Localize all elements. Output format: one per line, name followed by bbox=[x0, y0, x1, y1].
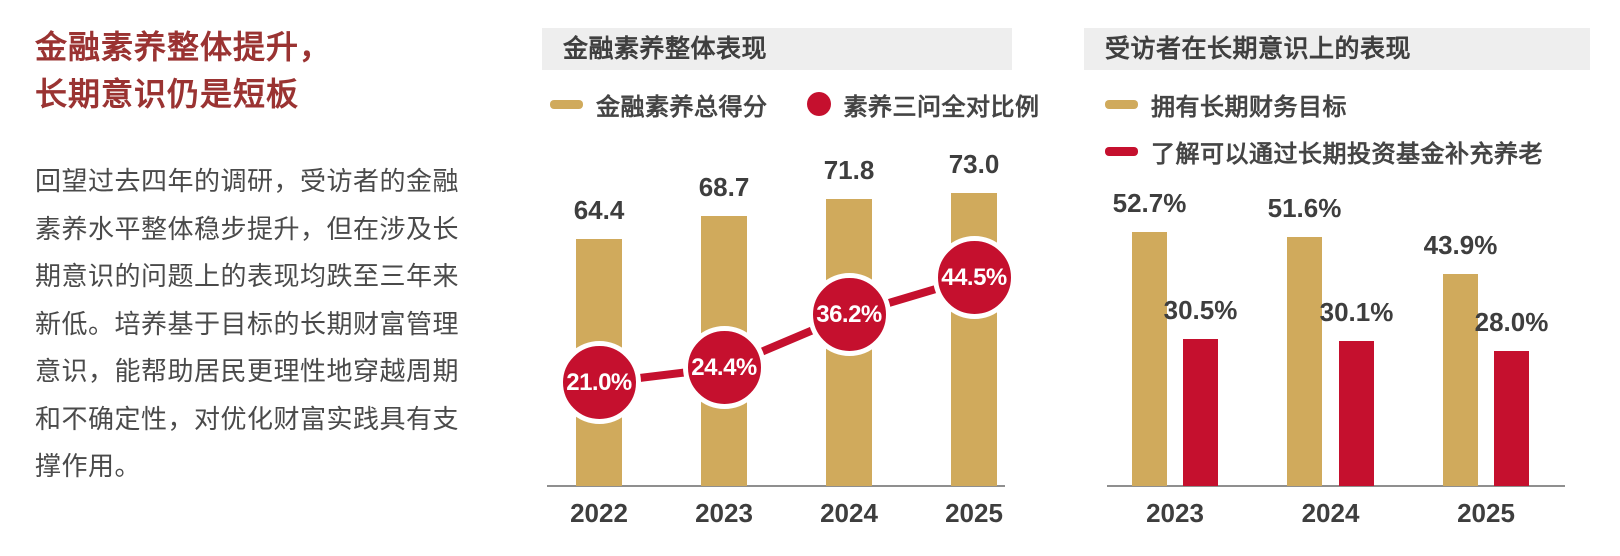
literacy-x-axis: 2022 2023 2024 2025 bbox=[542, 498, 1012, 530]
longterm-goal-bar-value-label: 43.9% bbox=[1423, 230, 1498, 261]
longterm-goal-bar bbox=[1132, 232, 1167, 486]
score-value-label: 68.7 bbox=[698, 171, 750, 202]
page-title: 金融素养整体提升， 长期意识仍是短板 bbox=[35, 24, 475, 118]
pension-fund-bar bbox=[1183, 339, 1218, 486]
pension-fund-bar bbox=[1339, 340, 1374, 486]
percentage-marker: 24.4% bbox=[682, 326, 766, 410]
legend-label-longterm-goal: 拥有长期财务目标 bbox=[1151, 93, 1347, 121]
legend-label-all-correct: 素养三问全对比例 bbox=[843, 93, 1040, 121]
x-axis-line bbox=[1107, 485, 1565, 487]
longterm-goal-bar-value-label: 52.7% bbox=[1112, 188, 1187, 218]
literacy-chart-title: 金融素养整体表现 bbox=[542, 28, 1012, 70]
percentage-marker: 44.5% bbox=[932, 236, 1016, 320]
longterm-goal-bar bbox=[1287, 237, 1322, 486]
awareness-chart-title: 受访者在长期意识上的表现 bbox=[1084, 28, 1590, 70]
intro-paragraph: 回望过去四年的调研，受访者的金融素养水平整体稳步提升，但在涉及长期意识的问题上的… bbox=[35, 166, 460, 481]
awareness-legend-row-1: 拥有长期财务目标 bbox=[1105, 84, 1347, 124]
awareness-plot-area: 52.7% 51.6% 43.9% 30.5% 30.1% 28.0% bbox=[1084, 120, 1590, 487]
percentage-marker: 36.2% bbox=[807, 273, 891, 357]
longterm-awareness-chart: 受访者在长期意识上的表现 拥有长期财务目标 了解可以通过长期投资基金补充养老 5… bbox=[1084, 28, 1590, 533]
longterm-goal-bar-value-label: 51.6% bbox=[1267, 193, 1342, 224]
legend-label-total-score: 金融素养总得分 bbox=[596, 93, 768, 121]
x-axis-year: 2025 bbox=[1457, 498, 1515, 528]
x-axis-year: 2024 bbox=[1301, 498, 1360, 528]
x-axis-year: 2023 bbox=[1146, 498, 1204, 528]
x-axis-year: 2025 bbox=[945, 498, 1003, 528]
x-axis-year: 2024 bbox=[820, 498, 878, 528]
legend-label-pension-fund: 了解可以通过长期投资基金补充养老 bbox=[1151, 140, 1543, 168]
literacy-plot-area: 64.4 68.7 71.8 73.0 21.0% 24.4% 36.2% 44… bbox=[542, 120, 1016, 487]
score-value-label: 64.4 bbox=[573, 194, 625, 225]
pension-fund-bar bbox=[1494, 351, 1529, 486]
gold-dash-legend-icon bbox=[550, 99, 583, 109]
literacy-chart-legend: 金融素养总得分 素养三问全对比例 bbox=[550, 84, 1040, 124]
score-value-label: 73.0 bbox=[948, 148, 1000, 179]
percentage-value: 24.4% bbox=[691, 353, 757, 381]
x-axis-year: 2023 bbox=[695, 498, 753, 528]
longterm-goal-bar bbox=[1443, 274, 1478, 486]
x-axis-line bbox=[547, 485, 1005, 487]
percentage-marker: 21.0% bbox=[557, 341, 641, 425]
page-title-line2: 长期意识仍是短板 bbox=[35, 76, 300, 112]
awareness-x-axis: 2023 2024 2025 bbox=[1084, 498, 1590, 530]
gold-dash-legend-icon bbox=[1105, 99, 1138, 109]
page-title-line1: 金融素养整体提升， bbox=[35, 29, 333, 65]
score-value-label: 71.8 bbox=[823, 155, 875, 186]
pension-fund-bar-value-label: 30.5% bbox=[1163, 295, 1238, 325]
red-dot-legend-icon bbox=[806, 92, 831, 116]
narrative-panel: 金融素养整体提升， 长期意识仍是短板 回望过去四年的调研，受访者的金融素养水平整… bbox=[35, 24, 475, 491]
trend-line bbox=[598, 273, 976, 387]
pension-fund-bar-value-label: 28.0% bbox=[1474, 307, 1549, 338]
x-axis-year: 2022 bbox=[570, 498, 628, 528]
pension-fund-bar-value-label: 30.1% bbox=[1319, 296, 1394, 327]
awareness-legend-row-2: 了解可以通过长期投资基金补充养老 bbox=[1105, 131, 1543, 171]
percentage-value: 44.5% bbox=[941, 263, 1007, 291]
percentage-value: 36.2% bbox=[816, 300, 882, 328]
percentage-value: 21.0% bbox=[566, 368, 632, 396]
red-dash-legend-icon bbox=[1105, 146, 1138, 156]
literacy-overall-chart: 金融素养整体表现 金融素养总得分 素养三问全对比例 64.4 68.7 71.8… bbox=[542, 28, 1039, 533]
